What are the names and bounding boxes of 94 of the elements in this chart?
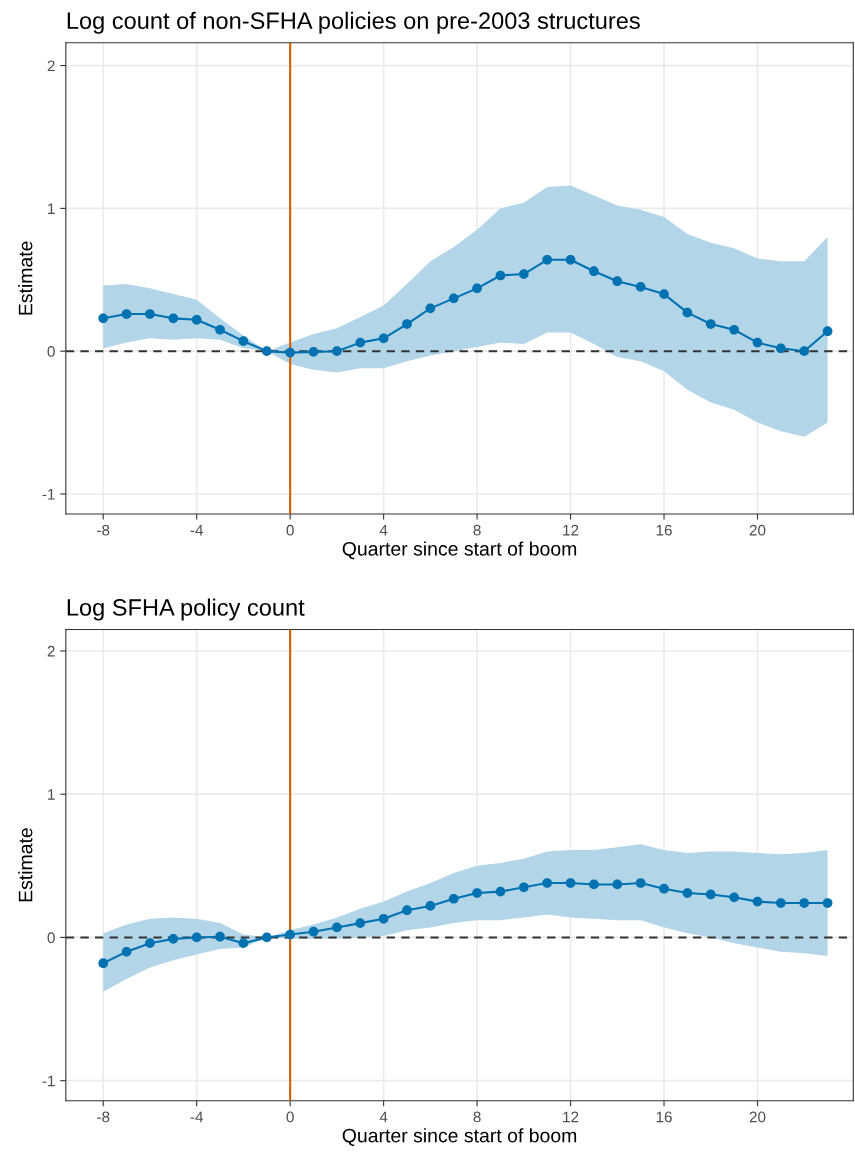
point bbox=[425, 901, 436, 911]
point bbox=[612, 879, 623, 890]
y-axis-title: Estimate bbox=[18, 828, 33, 902]
chart-title: Log SFHA policy count bbox=[67, 598, 305, 621]
point bbox=[402, 319, 412, 329]
point bbox=[542, 878, 553, 888]
point bbox=[261, 346, 272, 357]
point bbox=[261, 932, 272, 943]
x-tick-label: -8 bbox=[97, 1111, 110, 1123]
point bbox=[565, 254, 576, 265]
point bbox=[191, 932, 202, 943]
point bbox=[822, 898, 833, 908]
point bbox=[495, 270, 506, 281]
point bbox=[752, 337, 763, 348]
point bbox=[659, 883, 669, 894]
point bbox=[425, 303, 436, 314]
point bbox=[635, 878, 646, 888]
y-axis-title: Estimate bbox=[18, 241, 33, 315]
x-tick-label: 8 bbox=[473, 1111, 481, 1123]
x-tick-label: 8 bbox=[473, 524, 481, 536]
point bbox=[682, 888, 693, 898]
point bbox=[472, 283, 482, 294]
point bbox=[729, 324, 739, 335]
x-tick-label: 0 bbox=[286, 524, 294, 536]
point bbox=[308, 347, 319, 357]
point bbox=[448, 293, 459, 304]
point bbox=[775, 343, 786, 354]
point bbox=[472, 888, 482, 898]
point bbox=[168, 313, 179, 324]
x-tick-label: 4 bbox=[379, 524, 388, 536]
point bbox=[191, 314, 202, 325]
point bbox=[635, 282, 646, 292]
y-tick-label: 1 bbox=[48, 203, 55, 214]
x-axis-title: Quarter since start of boom bbox=[342, 1128, 577, 1146]
y-tick-label: -1 bbox=[42, 489, 55, 500]
x-tick-label: 12 bbox=[563, 1111, 579, 1123]
x-tick-label: 4 bbox=[379, 1111, 388, 1123]
point bbox=[729, 892, 739, 903]
point bbox=[659, 289, 669, 299]
x-tick-label: -8 bbox=[97, 524, 110, 536]
x-tick-label: 16 bbox=[656, 524, 672, 536]
point bbox=[355, 337, 366, 348]
point bbox=[121, 309, 132, 319]
y-tick-label: 2 bbox=[47, 60, 55, 72]
point bbox=[682, 307, 693, 318]
x-tick-label: 16 bbox=[656, 1111, 672, 1123]
point bbox=[98, 958, 109, 969]
point bbox=[285, 347, 296, 358]
point bbox=[145, 309, 155, 319]
x-tick-label: 12 bbox=[563, 524, 579, 536]
y-tick-label: 0 bbox=[47, 932, 55, 944]
point bbox=[332, 346, 342, 357]
point bbox=[168, 934, 179, 944]
point bbox=[495, 886, 506, 897]
point bbox=[822, 326, 833, 337]
point bbox=[518, 269, 529, 279]
x-tick-label: 20 bbox=[749, 524, 766, 536]
point bbox=[121, 946, 132, 957]
y-tick-label: -1 bbox=[42, 1075, 55, 1087]
point bbox=[448, 893, 459, 904]
y-tick-label: 2 bbox=[47, 645, 55, 657]
point bbox=[752, 896, 763, 907]
point bbox=[612, 276, 623, 287]
x-tick-label: -4 bbox=[190, 524, 204, 536]
point bbox=[705, 319, 716, 329]
point bbox=[238, 336, 249, 347]
chart-title: Log count of non-SFHA policies on pre-2003 structures bbox=[67, 11, 640, 34]
x-tick-label: -4 bbox=[190, 1111, 204, 1123]
point bbox=[589, 266, 599, 277]
point bbox=[145, 938, 155, 949]
point bbox=[378, 333, 389, 344]
point bbox=[799, 346, 810, 357]
point bbox=[378, 913, 389, 924]
y-tick-label: 1 bbox=[48, 789, 55, 800]
point bbox=[589, 879, 599, 890]
point bbox=[705, 889, 716, 900]
point bbox=[518, 882, 529, 893]
point bbox=[238, 938, 249, 949]
y-tick-label: 0 bbox=[47, 346, 55, 357]
point bbox=[215, 324, 225, 335]
x-tick-label: 20 bbox=[749, 1111, 766, 1123]
point bbox=[308, 926, 319, 937]
point bbox=[775, 898, 786, 908]
x-tick-label: 0 bbox=[286, 1111, 294, 1123]
point bbox=[402, 905, 412, 916]
point bbox=[565, 878, 576, 888]
point bbox=[285, 929, 296, 940]
point bbox=[98, 313, 109, 324]
point bbox=[332, 922, 342, 933]
point bbox=[542, 254, 553, 265]
point bbox=[215, 931, 225, 942]
point bbox=[799, 898, 810, 908]
point bbox=[355, 918, 366, 928]
x-axis-title: Quarter since start of boom bbox=[342, 541, 577, 560]
